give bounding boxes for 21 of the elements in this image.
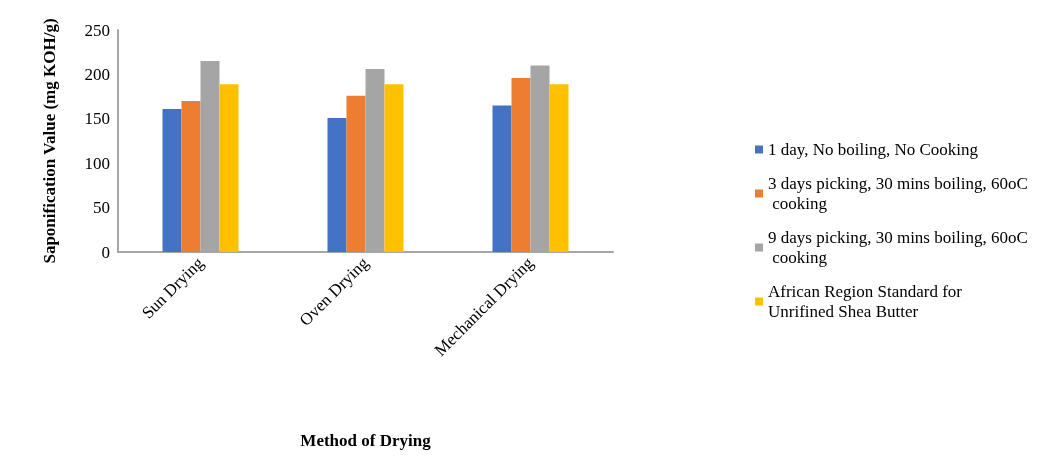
bar xyxy=(549,84,569,252)
y-tick-label: 0 xyxy=(101,242,110,262)
y-tick-label: 50 xyxy=(93,198,110,218)
bar xyxy=(384,84,404,252)
bar xyxy=(219,84,239,252)
y-axis-title: Saponification Value (mg KOH/g) xyxy=(40,18,59,264)
bar xyxy=(511,77,531,252)
bar xyxy=(181,101,201,252)
legend-label: 9 days picking, 30 mins boiling, 60oC cooking xyxy=(768,228,1028,267)
bar xyxy=(327,117,347,252)
x-axis-title: Method of Drying xyxy=(300,431,432,450)
y-tick-label: 150 xyxy=(84,109,110,129)
legend-label: African Region Standard for Unrifined Shea Butter xyxy=(768,282,967,321)
legend-label: 1 day, No boiling, No Cooking xyxy=(768,140,979,159)
bar xyxy=(162,109,182,252)
y-tick-label: 200 xyxy=(84,64,110,84)
legend-label: 3 days picking, 30 mins boiling, 60oC cooking xyxy=(768,174,1028,213)
y-tick-label: 100 xyxy=(84,153,110,173)
y-tick-label: 250 xyxy=(84,20,110,40)
bar xyxy=(492,105,512,252)
bar xyxy=(346,95,366,252)
